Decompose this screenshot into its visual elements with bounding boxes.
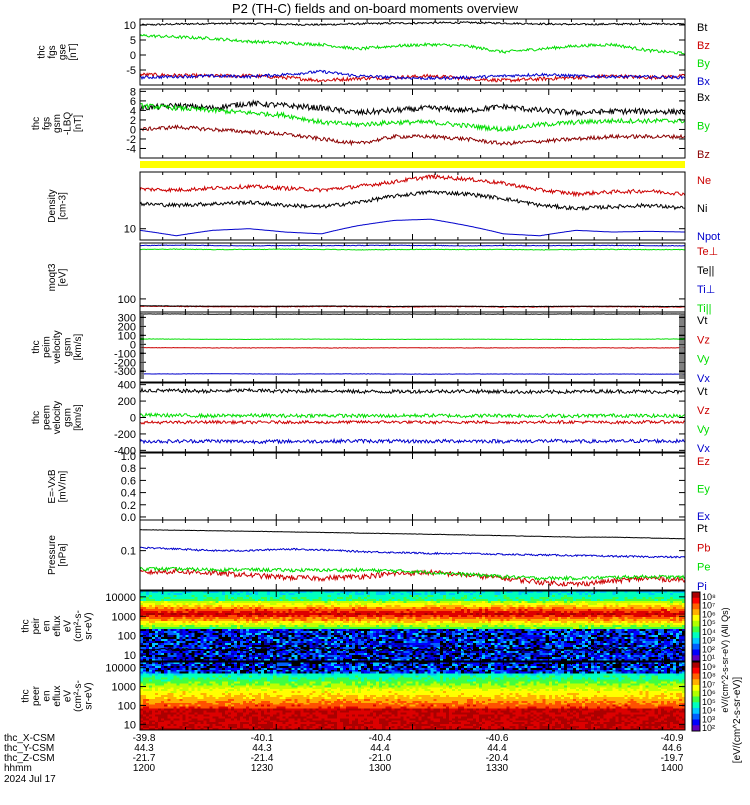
- legend-Vz: Vz: [697, 405, 710, 417]
- legend-Te⊥: Te⊥: [697, 246, 718, 258]
- legend-Vz: Vz: [697, 334, 710, 346]
- y-tick-label: 10: [124, 224, 136, 236]
- y-axis-label: [eV]: [57, 268, 68, 286]
- legend-Pt: Pt: [697, 523, 707, 535]
- legend-Bz: Bz: [697, 40, 710, 52]
- y-axis-label: E=-VxB: [47, 469, 58, 504]
- legend-Te||: Te||: [697, 265, 714, 277]
- y-axis-label: thc: [36, 45, 47, 58]
- y-axis-label: fgs: [42, 117, 53, 130]
- legend-Ti⊥: Ti⊥: [697, 284, 715, 296]
- y-tick-label: -200: [114, 429, 136, 441]
- legend-Npot: Npot: [697, 231, 720, 243]
- y-axis-label: thc: [31, 340, 42, 353]
- y-axis-label: [nT]: [68, 43, 79, 60]
- y-tick-label: 100: [118, 294, 136, 306]
- legend-Ti||: Ti||: [697, 303, 711, 315]
- y-axis-label: Pressure: [47, 535, 58, 575]
- y-axis-label: [cm-3]: [57, 192, 68, 220]
- y-tick-label: 0.1: [121, 546, 136, 558]
- y-axis-label: thc: [31, 411, 42, 424]
- legend-Bx: Bx: [697, 92, 710, 104]
- y-tick-label: 0.0: [121, 512, 136, 524]
- legend-Vy: Vy: [697, 354, 710, 366]
- legend-Ey: Ey: [697, 484, 710, 496]
- series-line-Vx: [140, 374, 685, 375]
- legend-Bz: Bz: [697, 149, 710, 161]
- y-tick-label: 200: [118, 396, 136, 408]
- legend-Pb: Pb: [697, 542, 710, 554]
- y-axis-label: [km/s]: [73, 333, 84, 360]
- y-axis-label: -LBQ: [63, 112, 74, 136]
- y-axis-label: gse: [57, 44, 68, 61]
- y-axis-label: gsm: [63, 338, 74, 357]
- legend-By: By: [697, 58, 710, 70]
- legend-Vx: Vx: [697, 443, 710, 455]
- legend-Vt: Vt: [697, 386, 707, 398]
- legend-Bt: Bt: [697, 22, 707, 34]
- y-tick-label: 0.4: [121, 488, 136, 500]
- y-axis-label: velocity: [52, 330, 63, 363]
- y-tick-label: 0: [130, 413, 136, 425]
- legend-Ex: Ex: [697, 511, 710, 523]
- legend-Vy: Vy: [697, 424, 710, 436]
- y-tick-label: 1.0: [121, 451, 136, 463]
- y-axis-label: [mV/m]: [57, 470, 68, 502]
- legend-Pe: Pe: [697, 562, 710, 574]
- legend-Vt: Vt: [697, 315, 707, 327]
- y-axis-label: gsm: [52, 114, 63, 133]
- y-tick-label: 0: [130, 50, 136, 62]
- y-axis-label: Density: [47, 189, 58, 222]
- legend-Ez: Ez: [697, 456, 710, 468]
- series-line-Vz: [140, 348, 685, 349]
- y-tick-label: -300: [114, 366, 136, 378]
- legend-Vx: Vx: [697, 373, 710, 385]
- y-tick-label: 5: [130, 35, 136, 47]
- y-tick-label: 0.2: [121, 500, 136, 512]
- legend-By: By: [697, 121, 710, 133]
- y-axis-label: gsm: [63, 408, 74, 427]
- legend-Bx: Bx: [697, 76, 710, 88]
- plot-title: P2 (TH-C) fields and on-board moments ov…: [232, 1, 519, 16]
- y-axis-label: velocity: [52, 401, 63, 434]
- y-axis-label: [km/s]: [73, 404, 84, 431]
- y-axis-label: peem: [42, 405, 53, 430]
- legend-Ne: Ne: [697, 175, 711, 187]
- y-axis-label: peim: [42, 336, 53, 358]
- legend-Ni: Ni: [697, 203, 707, 215]
- y-tick-label: -5: [126, 65, 136, 77]
- y-axis-label: thc: [31, 117, 42, 130]
- y-axis-label: [nPa]: [57, 543, 68, 567]
- y-axis-label: fgs: [47, 45, 58, 58]
- y-tick-label: 400: [118, 380, 136, 392]
- y-tick-label: -4: [126, 143, 136, 155]
- y-tick-label: 0.6: [121, 475, 136, 487]
- y-axis-label: [nT]: [73, 115, 84, 132]
- y-tick-label: 10: [124, 20, 136, 32]
- y-tick-label: 0.8: [121, 463, 136, 475]
- y-axis-label: moqt3: [47, 263, 58, 291]
